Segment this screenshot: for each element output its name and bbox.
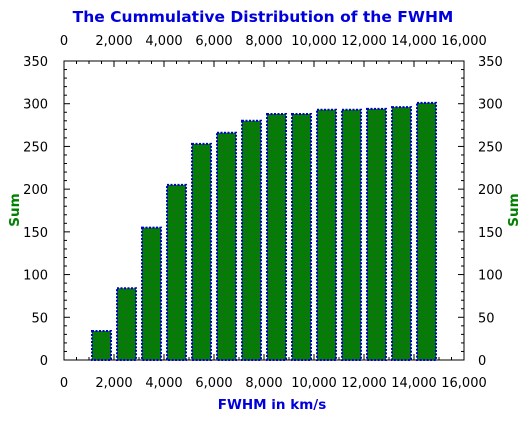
x-tick-label-top: 12,000 (341, 34, 387, 49)
x-tick-label-top: 10,000 (291, 34, 337, 49)
y-axis-label-right: Sum (506, 193, 522, 226)
bar-8 (291, 112, 312, 361)
x-tick-label-bottom: 8,000 (245, 376, 282, 391)
x-tick-label-bottom: 2,000 (95, 376, 132, 391)
bar-4 (191, 142, 212, 361)
y-tick-label-right: 350 (478, 55, 503, 70)
x-tick-label-bottom: 14,000 (391, 376, 437, 391)
bar-6 (241, 119, 262, 361)
bar-5 (216, 131, 237, 361)
x-tick-label-bottom: 10,000 (291, 376, 337, 391)
y-tick-label-right: 300 (478, 98, 503, 113)
y-tick-label-left: 200 (23, 183, 48, 198)
y-tick-label-left: 50 (31, 311, 48, 326)
y-tick-label-left: 300 (23, 98, 48, 113)
y-tick-label-left: 0 (40, 354, 48, 369)
x-tick-label-bottom: 6,000 (195, 376, 232, 391)
y-tick-label-right: 0 (478, 354, 486, 369)
bar-13 (416, 101, 437, 362)
x-tick-label-bottom: 12,000 (341, 376, 387, 391)
chart-title: The Cummulative Distribution of the FWHM (73, 8, 454, 26)
y-axis-label-left: Sum (7, 193, 23, 226)
bar-12 (391, 106, 412, 362)
y-tick-label-right: 100 (478, 269, 503, 284)
x-tick-label-top: 16,000 (441, 34, 487, 49)
x-tick-label-bottom: 4,000 (145, 376, 182, 391)
bar-1 (116, 287, 137, 361)
y-tick-label-left: 250 (23, 140, 48, 155)
y-tick-label-left: 150 (23, 226, 48, 241)
x-axis-label: FWHM in km/s (218, 397, 327, 413)
x-tick-label-bottom: 16,000 (441, 376, 487, 391)
bar-10 (341, 108, 362, 361)
y-tick-label-right: 250 (478, 140, 503, 155)
bar-9 (316, 108, 337, 361)
y-tick-label-left: 350 (23, 55, 48, 70)
bar-2 (141, 226, 162, 361)
bar-3 (166, 183, 187, 361)
y-tick-label-left: 100 (23, 269, 48, 284)
x-tick-label-top: 2,000 (95, 34, 132, 49)
x-tick-label-top: 4,000 (145, 34, 182, 49)
y-tick-label-right: 150 (478, 226, 503, 241)
x-tick-label-top: 14,000 (391, 34, 437, 49)
x-tick-label-top: 6,000 (195, 34, 232, 49)
bar-11 (366, 107, 387, 361)
bars (91, 101, 437, 362)
y-tick-label-right: 50 (478, 311, 495, 326)
axes: 002,0002,0004,0004,0006,0006,0008,0008,0… (23, 34, 503, 391)
bar-0 (91, 329, 112, 361)
x-tick-label-top: 8,000 (245, 34, 282, 49)
x-tick-label-top: 0 (60, 34, 68, 49)
x-tick-label-bottom: 0 (60, 376, 68, 391)
bar-7 (266, 112, 287, 361)
y-tick-label-right: 200 (478, 183, 503, 198)
